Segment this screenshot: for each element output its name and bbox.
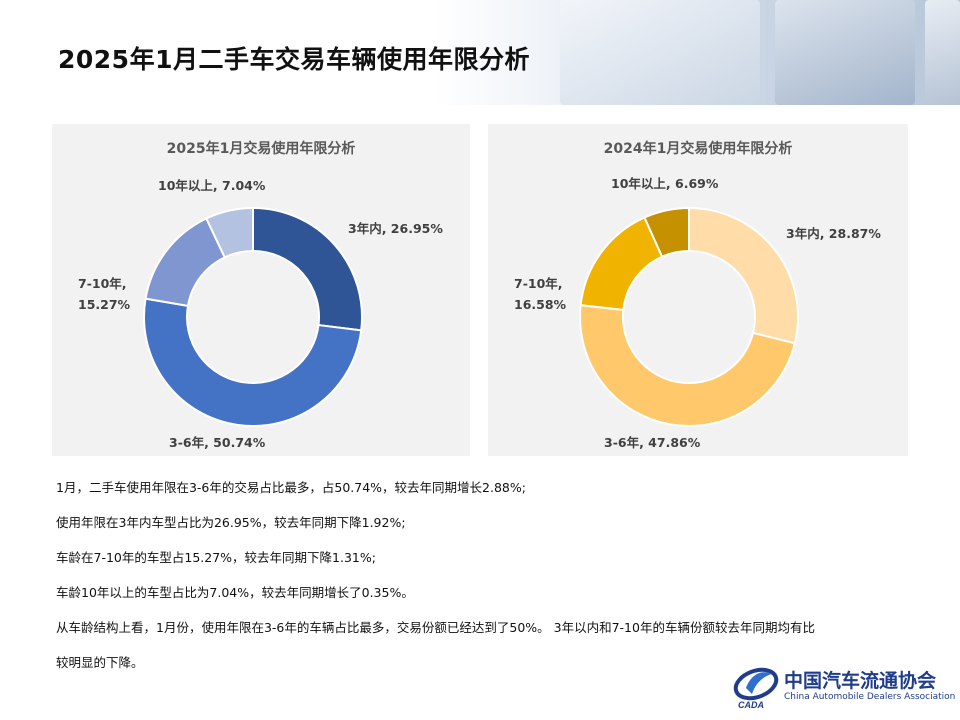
chart-panel-2024: 2024年1月交易使用年限分析 3年内, 28.87% 3-6年, 47.86%… (488, 124, 908, 456)
note-line: 1月，二手车使用年限在3-6年的交易占比最多，占50.74%，较去年同期增长2.… (56, 480, 526, 495)
analysis-notes: 1月，二手车使用年限在3-6年的交易占比最多，占50.74%，较去年同期增长2.… (56, 478, 815, 688)
note-line: 使用年限在3年内车型占比为26.95%，较去年同期下降1.92%; (56, 515, 406, 530)
note-line: 车龄在7-10年的车型占15.27%，较去年同期下降1.31%; (56, 550, 376, 565)
logo-english-name: China Automobile Dealers Association (784, 692, 956, 702)
note-line: 从车龄结构上看，1月份，使用年限在3-6年的车辆占比最多，交易份额已经达到了50… (56, 620, 815, 635)
slice-label-3-6yr: 3-6年, 50.74% (169, 435, 266, 450)
chart-title: 2024年1月交易使用年限分析 (603, 141, 793, 157)
decorative-cube-image (925, 0, 960, 105)
decorative-cube-image (560, 0, 760, 105)
page-title: 2025年1月二手车交易车辆使用年限分析 (58, 45, 530, 74)
slice-label-10plus: 10年以上, 6.69% (611, 176, 719, 191)
slice-label-7-10yr: 7-10年, 16.58% (514, 276, 567, 312)
donut-slice-10年以上 (205, 206, 254, 259)
slice-label-10plus: 10年以上, 7.04% (158, 178, 266, 193)
decorative-cube-image (775, 0, 915, 105)
chart-panel-2025: 2025年1月交易使用年限分析 3年内, 26.95% 3-6年, 50.74%… (52, 124, 470, 456)
donut-slice-10年以上 (643, 206, 690, 259)
note-line: 较明显的下降。 (56, 655, 144, 670)
donut-chart-2025 (143, 206, 363, 427)
donut-chart-2024 (579, 206, 799, 427)
chart-title: 2025年1月交易使用年限分析 (166, 141, 356, 157)
cada-logo: CADA 中国汽车流通协会 China Automobile Dealers A… (732, 660, 956, 710)
note-line: 车龄10年以上的车型占比为7.04%，较去年同期增长了0.35%。 (56, 585, 414, 600)
header-banner (0, 0, 960, 105)
slice-label-3yr: 3年内, 26.95% (348, 221, 443, 236)
donut-slice-3-6年 (143, 297, 363, 427)
slice-label-7-10yr: 7-10年, 15.27% (78, 276, 131, 312)
slice-label-3-6yr: 3-6年, 47.86% (604, 435, 701, 450)
cada-logo-mark-icon: CADA (733, 667, 779, 710)
donut-slice-3年内 (252, 206, 363, 332)
donut-slice-3年内 (688, 206, 799, 345)
slice-label-3yr: 3年内, 28.87% (786, 226, 881, 241)
logo-chinese-name: 中国汽车流通协会 (784, 670, 937, 692)
svg-text:CADA: CADA (738, 700, 764, 710)
donut-slice-3-6年 (579, 304, 797, 427)
